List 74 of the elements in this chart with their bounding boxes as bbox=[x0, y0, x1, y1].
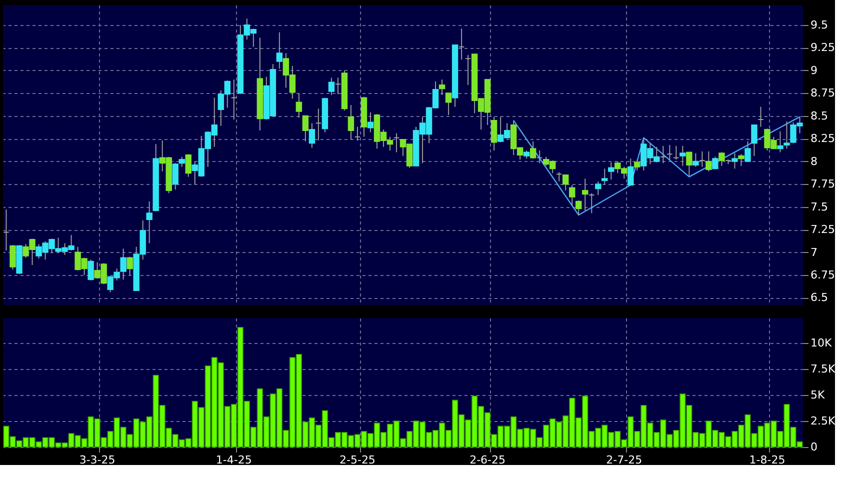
candlestick bbox=[666, 144, 673, 160]
candlestick bbox=[686, 152, 692, 176]
candlestick bbox=[595, 180, 602, 196]
y-tick-label: 8.25 bbox=[810, 132, 835, 146]
candlestick bbox=[172, 162, 178, 190]
candlestick bbox=[602, 168, 608, 186]
y-tick-label: 9.5 bbox=[810, 18, 828, 32]
candlestick bbox=[178, 156, 185, 168]
candlestick bbox=[120, 248, 126, 280]
candlestick bbox=[608, 162, 614, 180]
y-tick-label: 0 bbox=[810, 440, 818, 454]
candlestick bbox=[569, 184, 576, 206]
y-tick-label: 8 bbox=[810, 154, 818, 168]
x-tick-label: 1-4-25 bbox=[216, 454, 252, 466]
candlestick bbox=[582, 178, 588, 211]
candlestick bbox=[738, 154, 744, 166]
x-tick-label: 2-7-25 bbox=[606, 454, 642, 466]
candlestick bbox=[464, 54, 472, 86]
candlestick bbox=[354, 126, 361, 141]
candlestick bbox=[230, 79, 237, 120]
candlestick bbox=[438, 79, 446, 96]
candlestick bbox=[634, 159, 640, 171]
candlestick bbox=[680, 145, 686, 166]
y-tick-label: 7.25 bbox=[810, 223, 835, 236]
candlestick bbox=[296, 92, 302, 118]
candlestick bbox=[556, 172, 562, 182]
candlestick bbox=[628, 158, 634, 186]
y-tick-label: 8.5 bbox=[810, 109, 828, 122]
candlestick bbox=[751, 124, 758, 156]
y-tick-label: 10K bbox=[810, 336, 832, 350]
x-tick-label: 2-6-25 bbox=[470, 454, 506, 466]
y-tick-label: 8.75 bbox=[810, 86, 835, 100]
candlestick bbox=[367, 112, 374, 133]
candlestick bbox=[562, 174, 569, 191]
candlestick bbox=[445, 92, 452, 116]
candlestick bbox=[490, 116, 498, 151]
y-tick-label: 7.75 bbox=[810, 178, 835, 191]
candlestick bbox=[706, 150, 712, 172]
candlestick bbox=[576, 200, 582, 216]
candlestick bbox=[126, 256, 133, 276]
line-series bbox=[512, 116, 800, 216]
candlestick bbox=[660, 145, 666, 164]
candlestick bbox=[692, 152, 699, 168]
candlestick bbox=[10, 244, 16, 270]
candlestick bbox=[758, 106, 764, 128]
candlestick bbox=[146, 200, 152, 244]
candlestick bbox=[536, 150, 543, 164]
candlestick bbox=[712, 156, 718, 170]
candlestick bbox=[393, 132, 400, 153]
candlestick bbox=[185, 154, 192, 178]
candlestick bbox=[744, 140, 751, 162]
candlestick bbox=[699, 150, 706, 168]
y-tick-label: 5K bbox=[810, 388, 826, 402]
y-tick-label: 6.75 bbox=[810, 268, 835, 282]
candlestick bbox=[308, 122, 316, 148]
candlestick bbox=[88, 259, 94, 281]
candlestick bbox=[673, 145, 680, 160]
candlestick bbox=[334, 77, 342, 95]
y-tick-label: 9 bbox=[810, 64, 818, 77]
candlestick bbox=[276, 32, 283, 70]
y-tick-label: 7.5 bbox=[810, 200, 828, 214]
candlestick bbox=[458, 28, 465, 60]
candlestick bbox=[315, 108, 322, 141]
candlestick bbox=[777, 130, 784, 153]
y-tick-label: 9.25 bbox=[810, 41, 835, 54]
y-tick-label: 6.5 bbox=[810, 291, 828, 304]
candlestick bbox=[302, 115, 309, 142]
x-tick-label: 1-8-25 bbox=[749, 454, 786, 466]
candlestick bbox=[3, 209, 10, 251]
x-tick-label: 2-5-25 bbox=[340, 454, 376, 466]
y-tick-label: 7 bbox=[810, 246, 818, 259]
candlestick bbox=[348, 104, 354, 140]
x-tick-label: 3-3-25 bbox=[79, 454, 116, 466]
candlestick bbox=[588, 192, 595, 214]
